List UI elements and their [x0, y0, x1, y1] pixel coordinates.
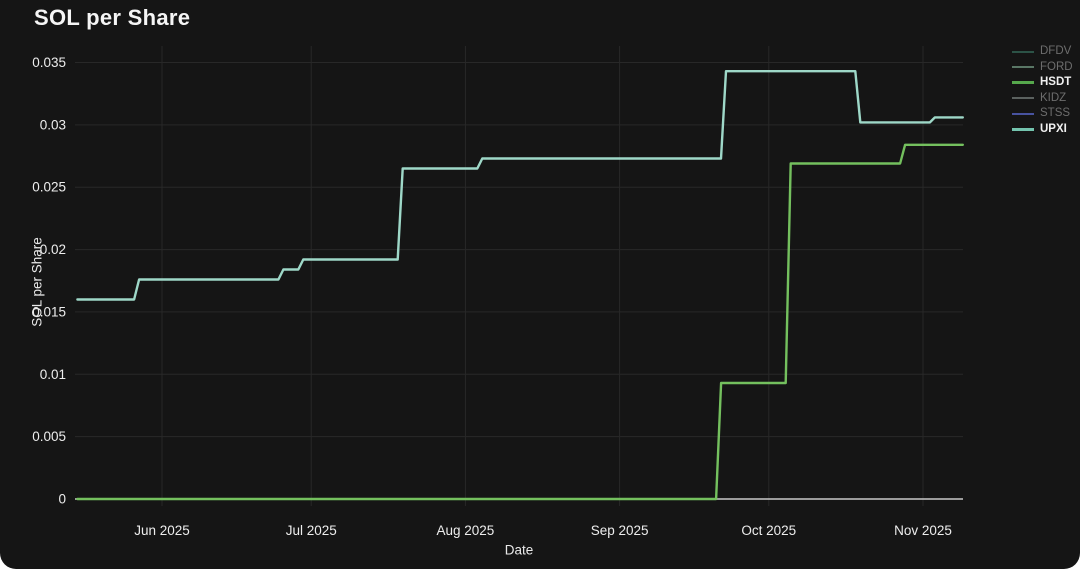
x-tick-label: Jul 2025: [286, 523, 337, 538]
y-tick-label: 0.02: [40, 242, 66, 257]
series-line-hsdt[interactable]: [76, 143, 964, 501]
legend-swatch-stss: [1012, 112, 1034, 115]
legend-item-kidz[interactable]: KIDZ: [1012, 91, 1073, 107]
x-tick-label: Aug 2025: [436, 523, 494, 538]
y-tick-label: 0.03: [40, 117, 66, 132]
y-tick-label: 0.025: [32, 180, 66, 195]
x-tick-label: Jun 2025: [134, 523, 190, 538]
legend: DFDV FORD HSDT KIDZ STSS UPXI: [1012, 44, 1073, 137]
y-axis-title: SOL per Share: [29, 237, 45, 327]
y-tick-label: 0.035: [32, 55, 66, 70]
legend-item-stss[interactable]: STSS: [1012, 106, 1073, 122]
legend-swatch-upxi: [1012, 127, 1034, 131]
y-tick-label: 0.015: [32, 304, 66, 319]
legend-item-upxi[interactable]: UPXI: [1012, 122, 1073, 138]
x-axis-title: Date: [504, 542, 534, 558]
legend-swatch-hsdt: [1012, 81, 1034, 85]
legend-item-dfdv[interactable]: DFDV: [1012, 44, 1073, 60]
x-tick-label: Nov 2025: [894, 523, 952, 538]
legend-swatch-ford: [1012, 66, 1034, 69]
legend-label: UPXI: [1040, 122, 1067, 135]
y-tick-label: 0.005: [32, 429, 66, 444]
legend-swatch-dfdv: [1012, 50, 1034, 53]
x-tick-label: Oct 2025: [741, 523, 796, 538]
legend-label: DFDV: [1040, 45, 1072, 57]
legend-label: KIDZ: [1040, 91, 1067, 104]
legend-swatch-kidz: [1012, 97, 1034, 100]
y-tick-label: 0.01: [40, 367, 66, 382]
legend-item-hsdt[interactable]: HSDT: [1012, 75, 1073, 91]
legend-label: STSS: [1040, 107, 1071, 119]
series-line-upxi[interactable]: [76, 70, 964, 301]
chart-title: SOL per Share: [34, 5, 191, 30]
legend-item-ford[interactable]: FORD: [1012, 60, 1073, 76]
legend-label: HSDT: [1040, 76, 1072, 88]
legend-label: FORD: [1040, 60, 1073, 73]
y-tick-label: 0: [58, 492, 66, 507]
x-tick-label: Sep 2025: [591, 523, 649, 538]
